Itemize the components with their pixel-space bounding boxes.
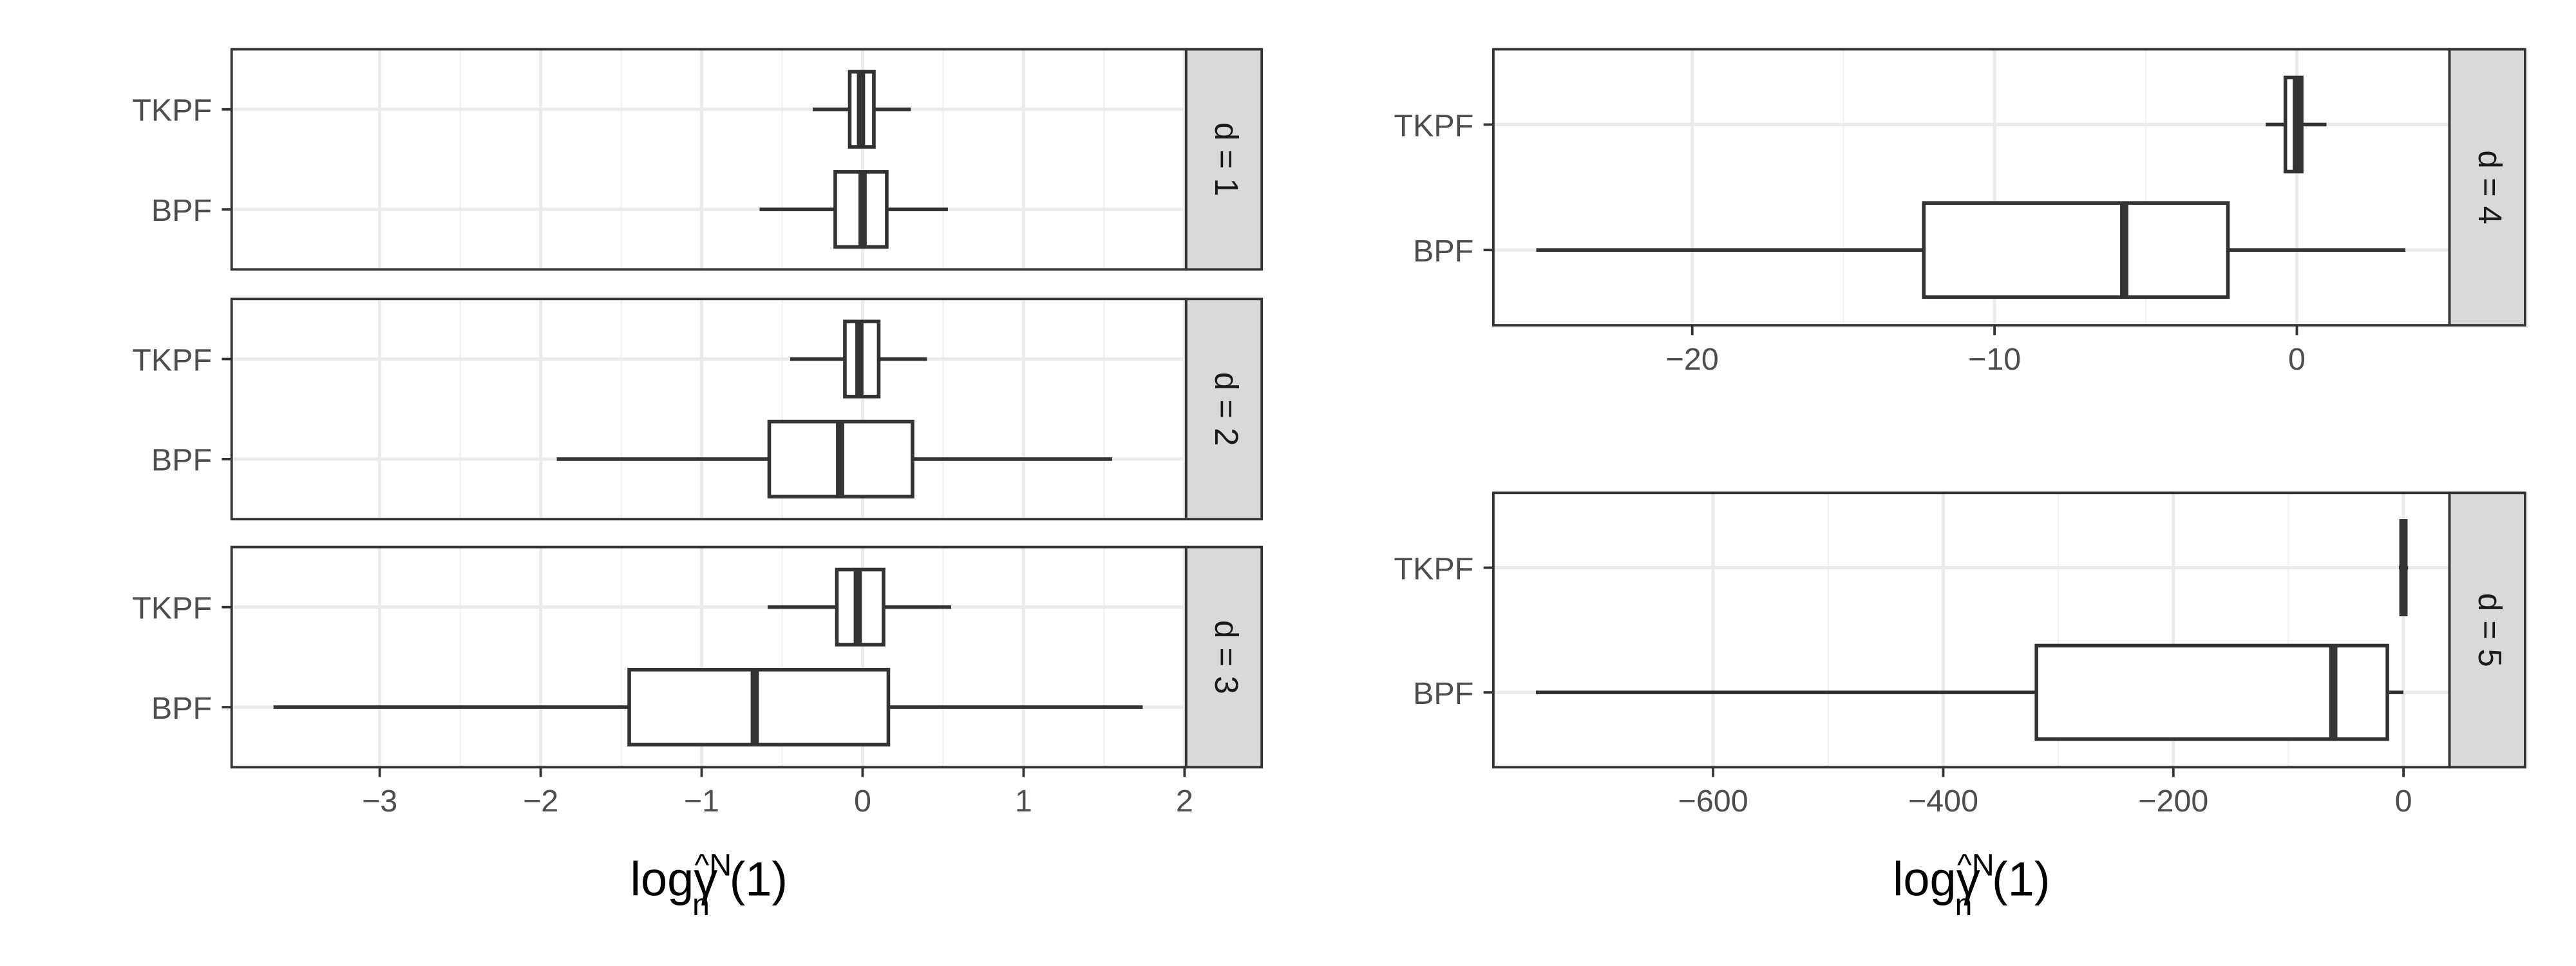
x-tick-label: −200 (2138, 784, 2208, 819)
strip-label: d = 4 (2472, 150, 2508, 224)
x-axis-title-sup: ^N (695, 848, 732, 883)
x-tick-label: −10 (1968, 342, 2021, 377)
x-tick-label: 1 (1015, 784, 1032, 819)
x-tick-label: −2 (523, 784, 558, 819)
y-tick-label: BPF (1413, 234, 1473, 269)
x-axis-title: logγ^N n (1) (630, 848, 788, 922)
x-axis-title-sub: n (1955, 887, 1972, 922)
y-tick-label: TKPF (132, 343, 212, 377)
y-tick-label: BPF (151, 193, 212, 228)
panel-background (231, 49, 1186, 270)
strip-label: d = 3 (1208, 620, 1245, 694)
x-axis-title-sub: n (692, 887, 710, 922)
x-tick-label: −1 (684, 784, 719, 819)
y-tick-label: BPF (151, 443, 212, 478)
panel-background (231, 299, 1186, 520)
strip (1184, 48, 1264, 271)
strip-label: d = 2 (1208, 372, 1245, 446)
x-axis-title-tail: (1) (1992, 852, 2050, 905)
x-axis-title-base: logγ (630, 852, 718, 905)
x-axis-title-tail: (1) (730, 852, 788, 905)
box (1922, 201, 2230, 299)
x-tick-label: −3 (362, 784, 397, 819)
y-tick-label: BPF (151, 691, 212, 726)
y-tick-label: TKPF (1394, 551, 1473, 586)
x-tick-label: −20 (1666, 342, 1719, 377)
box (2034, 643, 2389, 741)
x-axis-title-sup: ^N (1957, 848, 1994, 883)
x-axis-title: logγ^N n (1) (1893, 848, 2050, 922)
x-tick-label: 0 (2395, 784, 2412, 819)
strip (2448, 491, 2526, 769)
x-tick-label: 2 (1176, 784, 1193, 819)
y-tick-label: TKPF (132, 591, 212, 626)
x-tick-label: −600 (1678, 784, 1748, 819)
y-tick-label: BPF (1413, 676, 1473, 711)
x-tick-label: −400 (1908, 784, 1978, 819)
strip (1184, 298, 1264, 521)
strip-label: d = 5 (2472, 593, 2508, 667)
y-tick-label: TKPF (1394, 108, 1473, 143)
x-tick-label: 0 (2288, 342, 2306, 377)
x-tick-label: 0 (854, 784, 871, 819)
y-tick-label: TKPF (132, 93, 212, 128)
x-axis-title-base: logγ (1893, 852, 1980, 905)
strip (2448, 48, 2526, 327)
strip-label: d = 1 (1208, 122, 1245, 196)
strip (1184, 545, 1264, 769)
